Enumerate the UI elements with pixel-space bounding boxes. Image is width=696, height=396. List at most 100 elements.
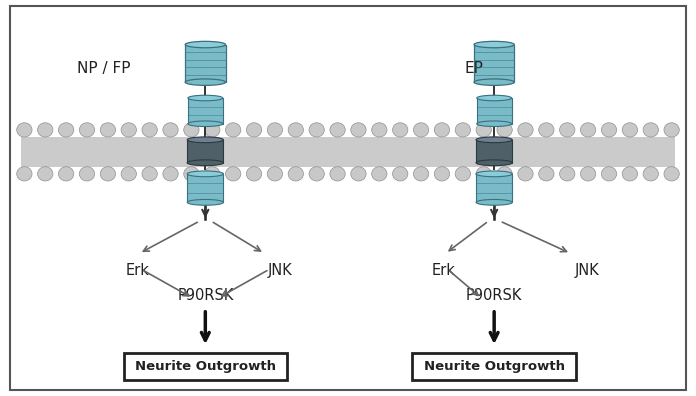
Ellipse shape <box>79 167 95 181</box>
Ellipse shape <box>205 167 220 181</box>
Ellipse shape <box>226 167 241 181</box>
Ellipse shape <box>187 200 223 205</box>
Ellipse shape <box>434 123 450 137</box>
Ellipse shape <box>372 123 387 137</box>
Bar <box>477 98 512 124</box>
Bar <box>474 44 514 82</box>
Ellipse shape <box>477 121 512 126</box>
Text: JNK: JNK <box>574 263 599 278</box>
Ellipse shape <box>643 167 658 181</box>
Ellipse shape <box>58 123 74 137</box>
Ellipse shape <box>121 167 136 181</box>
Ellipse shape <box>477 95 512 101</box>
Ellipse shape <box>455 167 470 181</box>
Bar <box>412 353 576 380</box>
Ellipse shape <box>17 167 32 181</box>
Ellipse shape <box>309 123 324 137</box>
Ellipse shape <box>187 171 223 177</box>
Bar <box>187 140 223 163</box>
Ellipse shape <box>121 123 136 137</box>
Ellipse shape <box>393 167 408 181</box>
Ellipse shape <box>38 123 53 137</box>
Ellipse shape <box>539 167 554 181</box>
Ellipse shape <box>163 123 178 137</box>
Bar <box>476 174 512 202</box>
Ellipse shape <box>187 137 223 143</box>
Ellipse shape <box>163 167 178 181</box>
Ellipse shape <box>476 137 512 143</box>
Ellipse shape <box>476 200 512 205</box>
Ellipse shape <box>188 95 223 101</box>
Bar <box>476 140 512 163</box>
Text: JNK: JNK <box>268 263 293 278</box>
Text: P90RSK: P90RSK <box>466 288 522 303</box>
Ellipse shape <box>142 123 157 137</box>
Ellipse shape <box>580 123 596 137</box>
Ellipse shape <box>580 167 596 181</box>
Ellipse shape <box>622 167 638 181</box>
Ellipse shape <box>267 167 283 181</box>
Ellipse shape <box>100 123 116 137</box>
Ellipse shape <box>622 123 638 137</box>
Ellipse shape <box>560 123 575 137</box>
Ellipse shape <box>474 41 514 48</box>
Ellipse shape <box>476 160 512 166</box>
Ellipse shape <box>518 167 533 181</box>
Ellipse shape <box>560 167 575 181</box>
Ellipse shape <box>518 123 533 137</box>
Ellipse shape <box>351 123 366 137</box>
Ellipse shape <box>288 123 303 137</box>
Ellipse shape <box>601 123 617 137</box>
Bar <box>185 44 226 82</box>
Ellipse shape <box>100 167 116 181</box>
Bar <box>187 174 223 202</box>
Text: Neurite Outgrowth: Neurite Outgrowth <box>135 360 276 373</box>
Text: Neurite Outgrowth: Neurite Outgrowth <box>424 360 564 373</box>
Ellipse shape <box>413 123 429 137</box>
Ellipse shape <box>393 123 408 137</box>
Ellipse shape <box>185 79 226 86</box>
Ellipse shape <box>187 160 223 166</box>
Ellipse shape <box>17 123 32 137</box>
Ellipse shape <box>330 123 345 137</box>
Ellipse shape <box>474 79 514 86</box>
Ellipse shape <box>455 123 470 137</box>
Text: Erk: Erk <box>125 263 149 278</box>
Ellipse shape <box>664 123 679 137</box>
Ellipse shape <box>351 167 366 181</box>
Ellipse shape <box>309 167 324 181</box>
Ellipse shape <box>226 123 241 137</box>
Ellipse shape <box>246 123 262 137</box>
Text: P90RSK: P90RSK <box>177 288 233 303</box>
Ellipse shape <box>79 123 95 137</box>
Ellipse shape <box>142 167 157 181</box>
Ellipse shape <box>372 167 387 181</box>
Ellipse shape <box>497 167 512 181</box>
Ellipse shape <box>497 123 512 137</box>
Text: NP / FP: NP / FP <box>77 61 130 76</box>
Ellipse shape <box>184 167 199 181</box>
Ellipse shape <box>664 167 679 181</box>
Text: Erk: Erk <box>432 263 455 278</box>
Ellipse shape <box>246 167 262 181</box>
Ellipse shape <box>267 123 283 137</box>
Ellipse shape <box>476 171 512 177</box>
Ellipse shape <box>188 121 223 126</box>
Bar <box>21 137 675 167</box>
Ellipse shape <box>601 167 617 181</box>
Ellipse shape <box>185 41 226 48</box>
Bar <box>188 98 223 124</box>
Ellipse shape <box>476 123 491 137</box>
Ellipse shape <box>539 123 554 137</box>
Ellipse shape <box>288 167 303 181</box>
Bar <box>124 353 287 380</box>
Ellipse shape <box>476 167 491 181</box>
Ellipse shape <box>38 167 53 181</box>
Ellipse shape <box>643 123 658 137</box>
Ellipse shape <box>205 123 220 137</box>
Ellipse shape <box>330 167 345 181</box>
Ellipse shape <box>184 123 199 137</box>
Ellipse shape <box>413 167 429 181</box>
Text: EP: EP <box>465 61 484 76</box>
Ellipse shape <box>58 167 74 181</box>
